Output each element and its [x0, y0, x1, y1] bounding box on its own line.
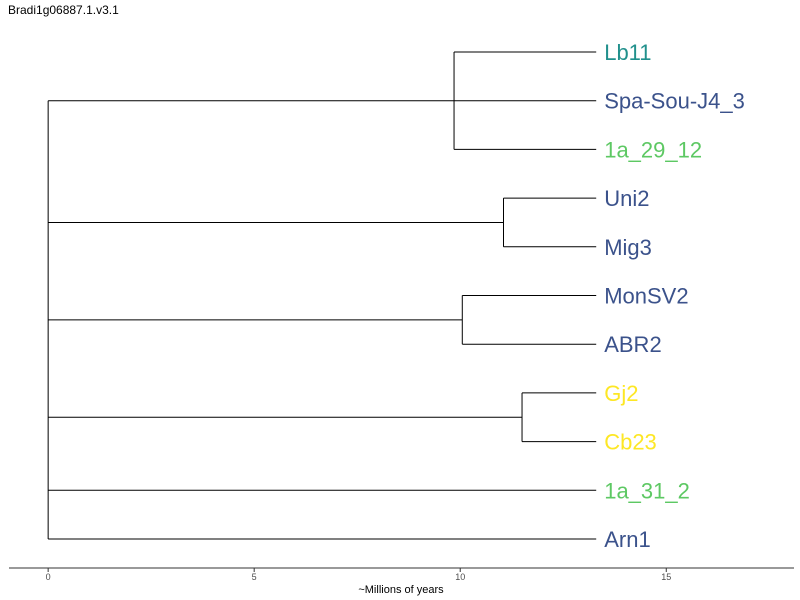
leaf-label: Uni2 [604, 186, 649, 211]
x-tick-label: 5 [252, 572, 257, 582]
leaf-label: ABR2 [604, 332, 661, 357]
leaf-label: 1a_29_12 [604, 137, 702, 162]
leaf-label: Mig3 [604, 235, 652, 260]
leaf-label: Gj2 [604, 381, 638, 406]
gene-title: Bradi1g06887.1.v3.1 [8, 3, 119, 17]
leaf-label: Cb23 [604, 430, 657, 455]
x-tick-label: 15 [661, 572, 671, 582]
leaf-label: Arn1 [604, 527, 650, 552]
leaf-label: Spa-Sou-J4_3 [604, 89, 745, 114]
leaf-label: MonSV2 [604, 284, 688, 309]
leaf-label: 1a_31_2 [604, 478, 690, 503]
x-axis-ticks: 0 5 10 15 [46, 568, 671, 582]
x-tick-label: 10 [455, 572, 465, 582]
x-axis: 0 5 10 15 ~Millions of years [9, 567, 794, 596]
x-axis-title: ~Millions of years [358, 584, 444, 596]
leaf-label: Lb11 [604, 40, 651, 65]
x-tick-label: 0 [46, 572, 51, 582]
tree-branches [47, 51, 597, 540]
leaf-labels: Lb11 Spa-Sou-J4_3 1a_29_12 Uni2 Mig3 MonSV2 AB… [604, 40, 745, 552]
